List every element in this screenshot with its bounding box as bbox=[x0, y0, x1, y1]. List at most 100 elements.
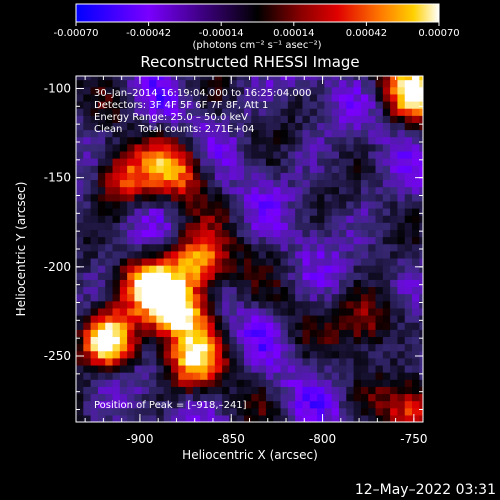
heatmap-cell bbox=[368, 243, 377, 252]
heatmap-cell bbox=[200, 136, 209, 145]
heatmap-cell bbox=[251, 293, 260, 302]
heatmap-cell bbox=[76, 393, 84, 402]
heatmap-cell bbox=[112, 122, 121, 131]
heatmap-cell bbox=[412, 407, 420, 416]
heatmap-cell bbox=[105, 329, 114, 337]
heatmap-cell bbox=[397, 379, 406, 387]
heatmap-cell bbox=[112, 179, 121, 188]
heatmap-cell bbox=[214, 200, 223, 209]
heatmap-cell bbox=[419, 314, 423, 323]
heatmap-cell bbox=[163, 108, 172, 116]
heatmap-cell bbox=[156, 293, 165, 302]
heatmap-cell bbox=[324, 279, 333, 288]
heatmap-cell bbox=[331, 172, 340, 181]
heatmap-cell bbox=[382, 250, 391, 259]
heatmap-cell bbox=[97, 272, 106, 280]
heatmap-cell bbox=[90, 372, 99, 380]
heatmap-cell bbox=[185, 143, 194, 152]
heatmap-cell bbox=[185, 357, 194, 366]
heatmap-cell bbox=[214, 279, 223, 288]
heatmap-cell bbox=[375, 86, 384, 95]
heatmap-cell bbox=[397, 314, 406, 323]
heatmap-cell bbox=[412, 158, 420, 166]
heatmap-cell bbox=[236, 414, 245, 422]
heatmap-cell bbox=[317, 379, 325, 387]
heatmap-cell bbox=[200, 414, 209, 422]
heatmap-cell bbox=[112, 386, 121, 395]
heatmap-cell bbox=[127, 314, 136, 323]
heatmap-cell bbox=[76, 143, 84, 152]
heatmap-cell bbox=[390, 108, 399, 116]
heatmap-cell bbox=[258, 158, 267, 166]
heatmap-cell bbox=[149, 272, 157, 280]
heatmap-cell bbox=[105, 243, 114, 252]
heatmap-cell bbox=[397, 265, 406, 273]
heatmap-cell bbox=[258, 76, 267, 81]
heatmap-cell bbox=[346, 100, 355, 109]
heatmap-cell bbox=[324, 186, 333, 195]
heatmap-cell bbox=[119, 136, 128, 145]
heatmap-cell bbox=[324, 172, 333, 181]
heatmap-cell bbox=[97, 229, 106, 238]
heatmap-cell bbox=[134, 186, 143, 195]
x-axis-label: Heliocentric X (arcsec) bbox=[182, 448, 318, 462]
heatmap-cell bbox=[97, 76, 106, 81]
heatmap-cell bbox=[112, 186, 121, 195]
heatmap-cell bbox=[185, 122, 194, 131]
heatmap-cell bbox=[375, 165, 384, 173]
heatmap-cell bbox=[317, 93, 325, 102]
heatmap-cell bbox=[390, 300, 399, 309]
heatmap-cell bbox=[200, 379, 209, 387]
heatmap-cell bbox=[200, 215, 209, 223]
heatmap-cell bbox=[90, 165, 99, 173]
heatmap-cell bbox=[141, 93, 150, 102]
heatmap-cell bbox=[302, 357, 311, 366]
heatmap-cell bbox=[251, 172, 260, 181]
heatmap-cell bbox=[222, 307, 231, 316]
heatmap-cell bbox=[83, 136, 92, 145]
heatmap-cell bbox=[185, 414, 194, 422]
heatmap-cell bbox=[368, 307, 377, 316]
heatmap-cell bbox=[76, 357, 84, 366]
heatmap-cell bbox=[302, 336, 311, 345]
heatmap-cell bbox=[375, 343, 384, 352]
heatmap-cell bbox=[200, 207, 209, 216]
heatmap-cell bbox=[317, 108, 325, 116]
heatmap-cell bbox=[178, 257, 187, 266]
heatmap-cell bbox=[222, 329, 231, 337]
heatmap-cell bbox=[141, 322, 150, 330]
heatmap-cell bbox=[412, 207, 420, 216]
heatmap-cell bbox=[127, 250, 136, 259]
heatmap-cell bbox=[280, 122, 289, 131]
heatmap-cell bbox=[105, 165, 114, 173]
heatmap-cell bbox=[90, 236, 99, 245]
heatmap-cell bbox=[244, 158, 252, 166]
heatmap-cell bbox=[141, 300, 150, 309]
heatmap-cell bbox=[353, 136, 362, 145]
heatmap-cell bbox=[280, 143, 289, 152]
heatmap-cell bbox=[185, 215, 194, 223]
heatmap-cell bbox=[280, 343, 289, 352]
heatmap-cell bbox=[119, 414, 128, 422]
heatmap-cell bbox=[119, 350, 128, 359]
heatmap-cell bbox=[390, 364, 399, 373]
heatmap-cell bbox=[419, 379, 423, 387]
heatmap-cell bbox=[258, 372, 267, 380]
heatmap-cell bbox=[236, 108, 245, 116]
heatmap-cell bbox=[397, 222, 406, 230]
heatmap-cell bbox=[324, 364, 333, 373]
heatmap-cell bbox=[149, 236, 157, 245]
heatmap-cell bbox=[156, 279, 165, 288]
heatmap-cell bbox=[200, 357, 209, 366]
heatmap-cell bbox=[222, 300, 231, 309]
heatmap-cell bbox=[404, 115, 413, 123]
heatmap-cell bbox=[273, 314, 282, 323]
heatmap-cell bbox=[90, 100, 99, 109]
heatmap-cell bbox=[105, 414, 114, 422]
heatmap-cell bbox=[397, 129, 406, 138]
heatmap-cell bbox=[185, 336, 194, 345]
heatmap-cell bbox=[192, 357, 201, 366]
heatmap-cell bbox=[331, 386, 340, 395]
heatmap-cell bbox=[90, 400, 99, 409]
heatmap-cell bbox=[412, 93, 420, 102]
